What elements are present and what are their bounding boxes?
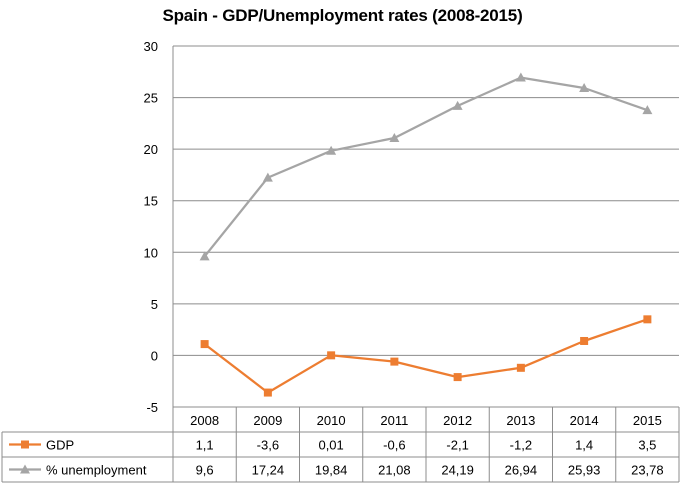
table-cell: -1,2 (510, 438, 532, 453)
gridlines (172, 45, 679, 407)
table-cell: 25,93 (568, 463, 601, 478)
data-point (642, 105, 653, 115)
table-cell: 26,94 (505, 463, 538, 478)
table-cell: 0,01 (318, 438, 343, 453)
table-cell: -2,1 (446, 438, 468, 453)
data-point (390, 357, 399, 366)
y-tick-label: 25 (144, 91, 158, 106)
data-point (263, 388, 272, 397)
table-cell: 1,4 (575, 438, 593, 453)
table-cell: 1,1 (196, 438, 214, 453)
y-axis-ticks: 30 25 20 15 10 5 0 -5 (144, 39, 158, 415)
table-cell: 23,78 (631, 463, 664, 478)
data-point (389, 133, 400, 143)
data-point (200, 340, 209, 349)
data-point (327, 351, 336, 360)
data-point (579, 82, 590, 92)
table-cell: -0,6 (383, 438, 405, 453)
table-cell: 19,84 (315, 463, 348, 478)
data-point (326, 145, 337, 155)
legend-label: % unemployment (46, 463, 147, 478)
legend-label: GDP (46, 438, 74, 453)
x-tick-label: 2010 (317, 413, 346, 428)
table-cell: 21,08 (378, 463, 411, 478)
data-point (199, 251, 210, 261)
x-tick-label: 2009 (253, 413, 282, 428)
series-line (203, 318, 648, 394)
x-tick-label: 2011 (380, 413, 408, 428)
y-tick-label: 0 (151, 348, 158, 363)
data-point (515, 72, 526, 82)
x-tick-label: 2012 (443, 413, 472, 428)
table-cell: 24,19 (441, 463, 474, 478)
data-table: 2008 2009 2010 2011 2012 2013 2014 2015 GDP 1,1 -3… (1, 406, 680, 483)
y-tick-label: 10 (144, 245, 158, 260)
data-point (643, 315, 652, 324)
x-tick-label: 2015 (633, 413, 662, 428)
data-point (453, 373, 462, 382)
data-point (262, 172, 273, 182)
y-tick-label: 30 (144, 39, 158, 54)
y-tick-label: 5 (151, 297, 158, 312)
table-cell: -3,6 (257, 438, 279, 453)
x-tick-label: 2013 (506, 413, 535, 428)
data-point (516, 363, 525, 372)
x-tick-label: 2014 (570, 413, 599, 428)
legend-key-marker (21, 440, 29, 449)
x-tick-label: 2008 (190, 413, 219, 428)
data-point (452, 100, 463, 110)
table-cell: 9,6 (196, 463, 214, 478)
data-point (580, 336, 589, 345)
table-cell: 3,5 (638, 438, 656, 453)
series-lines (199, 72, 653, 397)
y-tick-label: 15 (144, 194, 158, 209)
legend-key-marker (20, 464, 30, 474)
y-tick-label: -5 (146, 400, 158, 415)
y-tick-label: 20 (144, 142, 158, 157)
table-cell: 17,24 (252, 463, 285, 478)
chart-title: Spain - GDP/Unemployment rates (2008-201… (162, 6, 523, 25)
series-line (203, 76, 648, 258)
